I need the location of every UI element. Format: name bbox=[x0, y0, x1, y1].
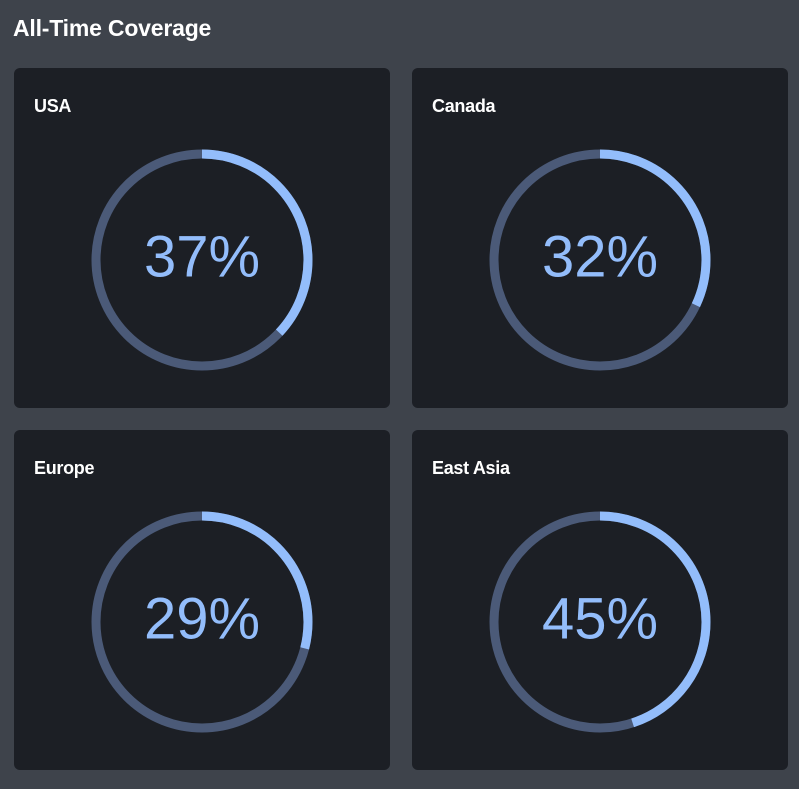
coverage-gauge: 32% bbox=[489, 149, 711, 371]
page-title: All-Time Coverage bbox=[13, 15, 212, 41]
card-title: Canada bbox=[432, 96, 496, 116]
gauge-progress-arc bbox=[91, 149, 313, 371]
gauge-progress-arc bbox=[91, 511, 313, 733]
coverage-card-europe: Europe 29% bbox=[14, 430, 390, 770]
gauge-percent-label: 37% bbox=[144, 224, 260, 289]
card-title: USA bbox=[34, 96, 72, 116]
coverage-gauge: 37% bbox=[91, 149, 313, 371]
coverage-gauge: 45% bbox=[489, 511, 711, 733]
gauge-progress-arc bbox=[489, 149, 711, 371]
coverage-card-east-asia: East Asia 45% bbox=[412, 430, 788, 770]
gauge-progress-arc bbox=[489, 511, 711, 733]
card-title: Europe bbox=[34, 458, 95, 478]
coverage-card-usa: USA 37% bbox=[14, 68, 390, 408]
gauge-percent-label: 45% bbox=[542, 586, 658, 651]
gauge-percent-label: 32% bbox=[542, 224, 658, 289]
gauge-percent-label: 29% bbox=[144, 586, 260, 651]
coverage-grid: USA 37% Canada 32% Europe 29% East Asia … bbox=[14, 68, 788, 770]
coverage-card-canada: Canada 32% bbox=[412, 68, 788, 408]
card-title: East Asia bbox=[432, 458, 510, 478]
coverage-gauge: 29% bbox=[91, 511, 313, 733]
